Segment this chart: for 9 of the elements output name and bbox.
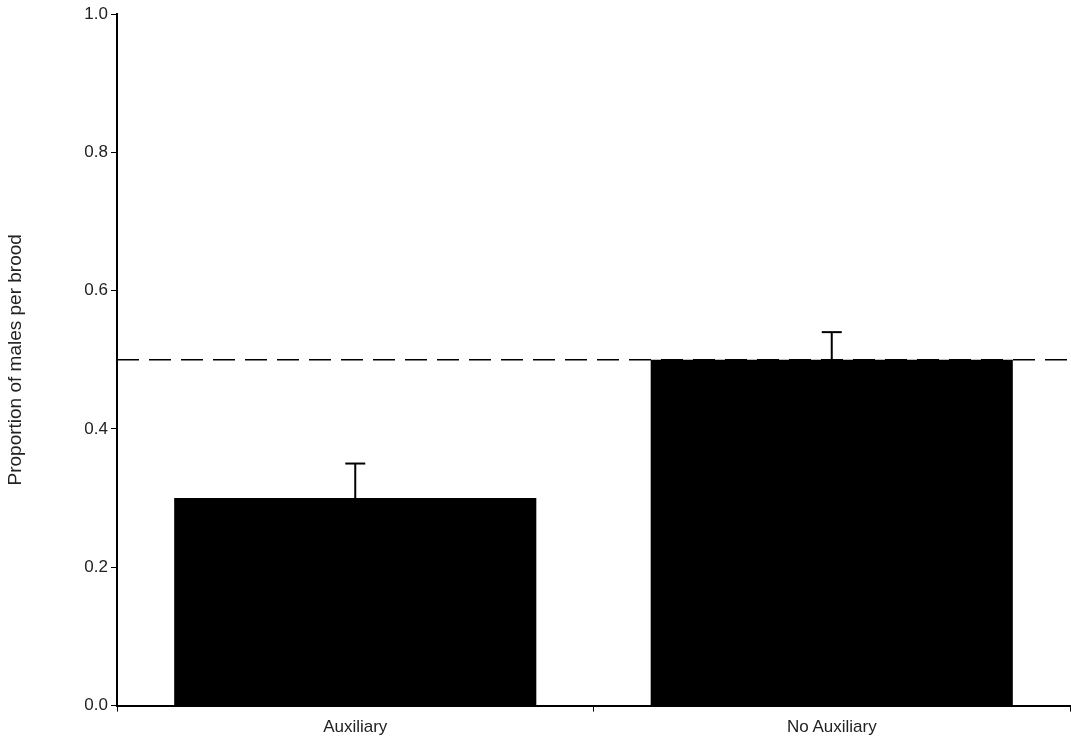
y-tick-label: 0.0 xyxy=(84,695,108,715)
y-tick-label: 1.0 xyxy=(84,3,108,23)
y-tick-label: 0.2 xyxy=(84,556,108,576)
x-tick-label: No Auxiliary xyxy=(786,717,878,737)
y-axis-title: Proportion of males per brood xyxy=(3,234,25,486)
y-tick-label: 0.8 xyxy=(84,142,108,162)
y-tick-label: 0.6 xyxy=(84,280,108,300)
x-tick-label: Auxiliary xyxy=(323,717,388,737)
y-tick-label: 0.4 xyxy=(84,418,108,438)
